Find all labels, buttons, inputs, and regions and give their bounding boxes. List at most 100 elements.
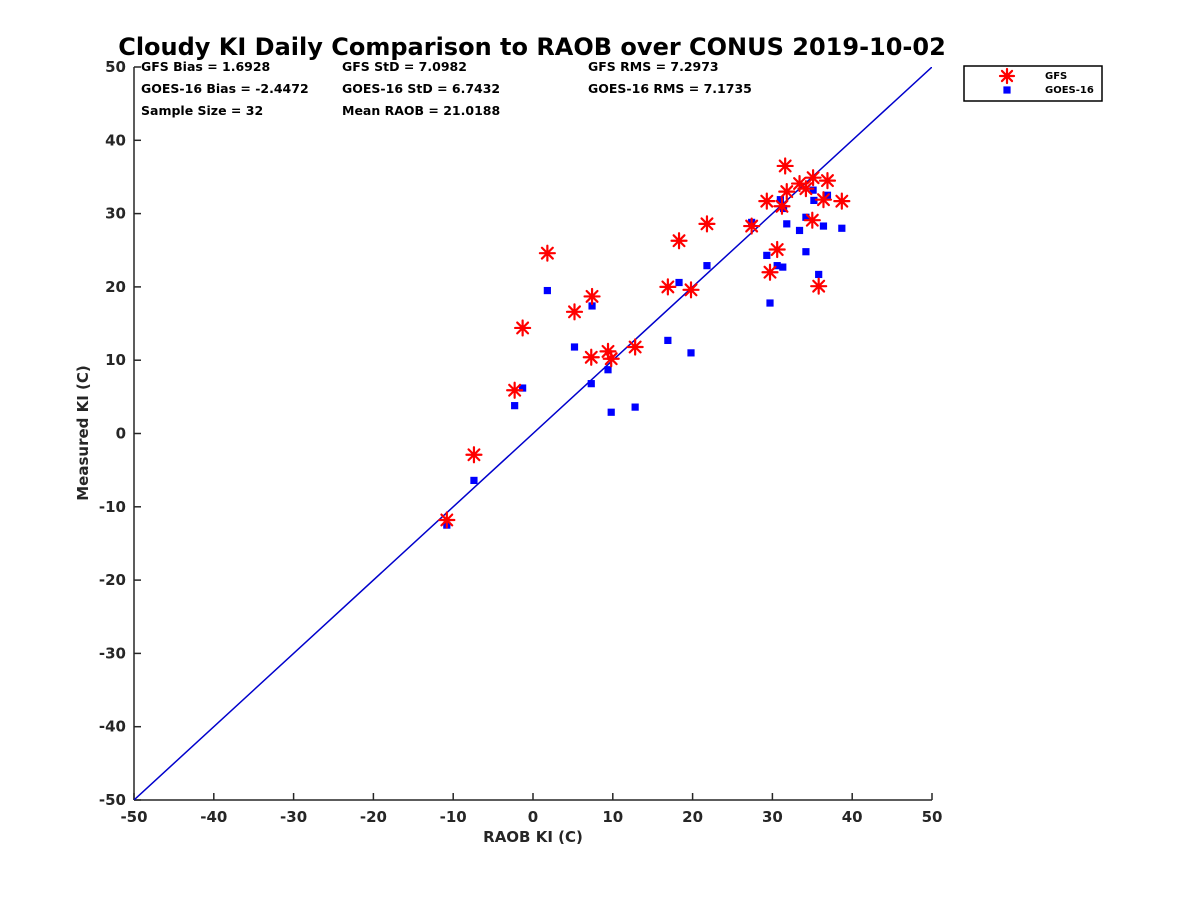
legend-goes-marker	[1003, 86, 1011, 94]
stat-gfs-bias: GFS Bias = 1.6928	[141, 59, 270, 74]
x-axis-label: RAOB KI (C)	[483, 828, 583, 846]
y-tick-label: -10	[99, 498, 126, 516]
gfs-point	[761, 263, 779, 281]
goes-16-point	[763, 251, 771, 259]
y-tick-label: 40	[105, 131, 126, 149]
stat-goes-bias: GOES-16 Bias = -2.4472	[141, 81, 309, 96]
legend-box	[963, 65, 1103, 102]
goes-16-point	[511, 402, 519, 410]
gfs-point	[506, 381, 524, 399]
series-goes-16	[443, 186, 846, 529]
goes-16-point	[810, 196, 818, 205]
legend-gfs-symbol	[998, 67, 1016, 85]
goes-16-point	[802, 213, 810, 221]
chart-title: Cloudy KI Daily Comparison to RAOB over …	[118, 33, 946, 61]
x-tick-label: -40	[200, 808, 227, 826]
gfs-point	[682, 281, 700, 299]
goes-16-point	[675, 278, 683, 287]
series-gfs	[438, 157, 851, 529]
x-tick-label: -50	[120, 808, 147, 826]
gfs-point	[698, 215, 716, 233]
goes-16-point	[687, 349, 695, 357]
goes-16-point	[664, 336, 672, 345]
legend-goes-symbol	[1003, 86, 1011, 94]
y-axis-ticks: 50 40 30 20 10 0 -10 -20 -30 -40 -50	[99, 58, 141, 809]
gfs-point	[538, 244, 556, 262]
x-tick-label: -10	[440, 808, 467, 826]
x-tick-label: -30	[280, 808, 307, 826]
goes-16-point	[587, 380, 595, 388]
goes-16-point	[543, 286, 551, 295]
gfs-point	[814, 191, 833, 209]
stat-gfs-std: GFS StD = 7.0982	[342, 59, 467, 74]
y-tick-label: 20	[105, 278, 126, 296]
goes-16-point	[815, 270, 823, 279]
goes-16-point	[776, 196, 784, 204]
legend-gfs-marker	[998, 67, 1016, 85]
x-tick-label: 10	[602, 808, 623, 826]
gfs-point	[797, 180, 815, 198]
gfs-point	[803, 211, 821, 229]
y-tick-label: -20	[99, 571, 126, 589]
legend-gfs-label: GFS	[1045, 71, 1067, 82]
goes-16-point	[773, 262, 781, 270]
x-tick-label: -20	[360, 808, 387, 826]
gfs-point	[565, 303, 584, 321]
goes-16-point	[519, 384, 527, 392]
goes-16-point	[838, 224, 846, 232]
goes-16-point	[795, 226, 804, 235]
x-tick-label: 20	[682, 808, 703, 826]
gfs-point	[465, 446, 483, 464]
gfs-point	[773, 197, 791, 215]
gfs-point	[768, 240, 786, 259]
goes-16-point	[570, 343, 579, 351]
gfs-point	[582, 348, 600, 366]
y-tick-label: -40	[99, 718, 126, 736]
gfs-point	[758, 192, 776, 210]
goes-16-point	[631, 403, 639, 411]
goes-16-point	[604, 366, 612, 374]
goes-16-point	[607, 408, 615, 416]
stat-mean-raob: Mean RAOB = 21.0188	[342, 103, 500, 118]
goes-16-point	[779, 263, 787, 271]
y-tick-label: -50	[99, 791, 126, 809]
y-axis-label: Measured KI (C)	[74, 365, 92, 501]
stat-sample-size: Sample Size = 32	[141, 103, 263, 118]
y-tick-label: 50	[105, 58, 126, 76]
gfs-point	[438, 511, 456, 529]
gfs-point	[804, 169, 822, 187]
y-tick-label: -30	[99, 644, 126, 662]
goes-16-point	[783, 220, 791, 228]
gfs-point	[743, 217, 761, 235]
gfs-point	[626, 338, 644, 356]
stats-block: GFS Bias = 1.6928 GFS StD = 7.0982 GFS R…	[141, 59, 752, 118]
y-tick-label: 30	[105, 205, 126, 223]
gfs-point	[833, 192, 851, 210]
gfs-point	[670, 232, 688, 250]
x-tick-label: 30	[762, 808, 783, 826]
gfs-point	[659, 278, 677, 296]
goes-16-point	[809, 186, 817, 194]
gfs-point	[583, 287, 601, 306]
gfs-point	[778, 183, 796, 201]
gfs-point	[599, 342, 617, 361]
gfs-point	[776, 157, 794, 175]
y-tick-label: 0	[116, 425, 126, 443]
gfs-point	[810, 277, 828, 295]
goes-16-point	[819, 222, 828, 230]
goes-16-point	[766, 299, 774, 307]
goes-16-point	[802, 248, 810, 256]
x-tick-label: 50	[922, 808, 943, 826]
stat-gfs-rms: GFS RMS = 7.2973	[588, 59, 719, 74]
stat-goes-std: GOES-16 StD = 6.7432	[342, 81, 500, 96]
x-tick-label: 0	[528, 808, 538, 826]
goes-16-point	[703, 262, 711, 270]
gfs-point	[514, 319, 532, 337]
y-tick-label: 10	[105, 351, 126, 369]
legend: GFS GOES-16	[963, 65, 1103, 102]
goes-16-point	[588, 302, 596, 310]
x-tick-label: 40	[842, 808, 863, 826]
legend-goes-label: GOES-16	[1045, 85, 1094, 96]
goes-16-point	[470, 476, 478, 485]
